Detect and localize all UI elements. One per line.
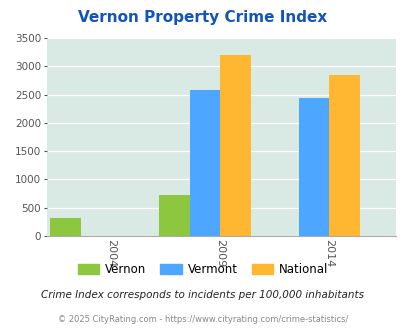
Legend: Vernon, Vermont, National: Vernon, Vermont, National <box>73 258 332 281</box>
Bar <box>189 90 220 236</box>
Bar <box>159 195 189 236</box>
Bar <box>50 218 80 236</box>
Bar <box>328 75 359 236</box>
Text: Vernon Property Crime Index: Vernon Property Crime Index <box>78 10 327 25</box>
Bar <box>298 98 328 236</box>
Text: © 2025 CityRating.com - https://www.cityrating.com/crime-statistics/: © 2025 CityRating.com - https://www.city… <box>58 315 347 324</box>
Text: Crime Index corresponds to incidents per 100,000 inhabitants: Crime Index corresponds to incidents per… <box>41 290 364 300</box>
Bar <box>220 55 250 236</box>
